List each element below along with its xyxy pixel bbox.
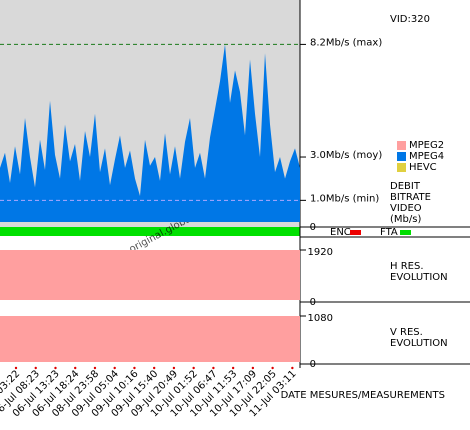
time-tick bbox=[74, 366, 77, 370]
time-tick bbox=[251, 366, 255, 370]
time-tick bbox=[54, 366, 57, 370]
resolution-fill bbox=[0, 316, 300, 362]
time-tick bbox=[212, 366, 215, 370]
panel-title: H RES. EVOLUTION bbox=[390, 261, 448, 283]
y-tick-label: 0 bbox=[310, 222, 316, 233]
vid: VID:320 bbox=[390, 14, 430, 25]
flag-label: ENC bbox=[330, 227, 351, 238]
y-tick-label: 1920 bbox=[308, 247, 333, 258]
ref-label: 8.2Mb/s (max) bbox=[310, 37, 382, 48]
ref-label: 1.0Mb/s (min) bbox=[310, 193, 379, 204]
time-tick bbox=[93, 366, 97, 370]
legend-label: HEVC bbox=[409, 162, 437, 173]
y-tick-label: 1080 bbox=[308, 313, 333, 324]
legend-label: MPEG4 bbox=[409, 151, 444, 162]
time-tick bbox=[34, 366, 37, 370]
flag-label: FTA bbox=[380, 227, 398, 238]
flag-swatch bbox=[350, 230, 361, 235]
y-tick-label: 0 bbox=[310, 297, 316, 308]
time-tick bbox=[14, 366, 18, 370]
legend-label: MPEG2 bbox=[409, 140, 444, 151]
time-tick bbox=[113, 366, 116, 370]
flag-swatch bbox=[400, 230, 411, 235]
time-tick bbox=[271, 366, 274, 370]
time-tick bbox=[291, 366, 294, 370]
time-tick bbox=[152, 366, 156, 370]
status-bar bbox=[0, 227, 300, 236]
time-tick bbox=[172, 366, 176, 370]
legend-swatch bbox=[397, 152, 406, 161]
bitrate-area bbox=[0, 44, 300, 223]
legend-swatch bbox=[397, 163, 406, 172]
time-tick bbox=[192, 366, 195, 370]
x-axis-title: DATE MESURES/MEASUREMENTS bbox=[281, 390, 445, 401]
panel-title: V RES. EVOLUTION bbox=[390, 327, 448, 349]
y-tick-label: 0 bbox=[310, 359, 316, 370]
time-tick bbox=[133, 366, 136, 370]
ref-label: 3.0Mb/s (moy) bbox=[310, 150, 382, 161]
time-tick bbox=[231, 366, 235, 370]
resolution-fill bbox=[0, 250, 300, 300]
legend-swatch bbox=[397, 141, 406, 150]
y-axis-title: DEBIT BITRATE VIDEO (Mb/s) bbox=[390, 181, 431, 225]
